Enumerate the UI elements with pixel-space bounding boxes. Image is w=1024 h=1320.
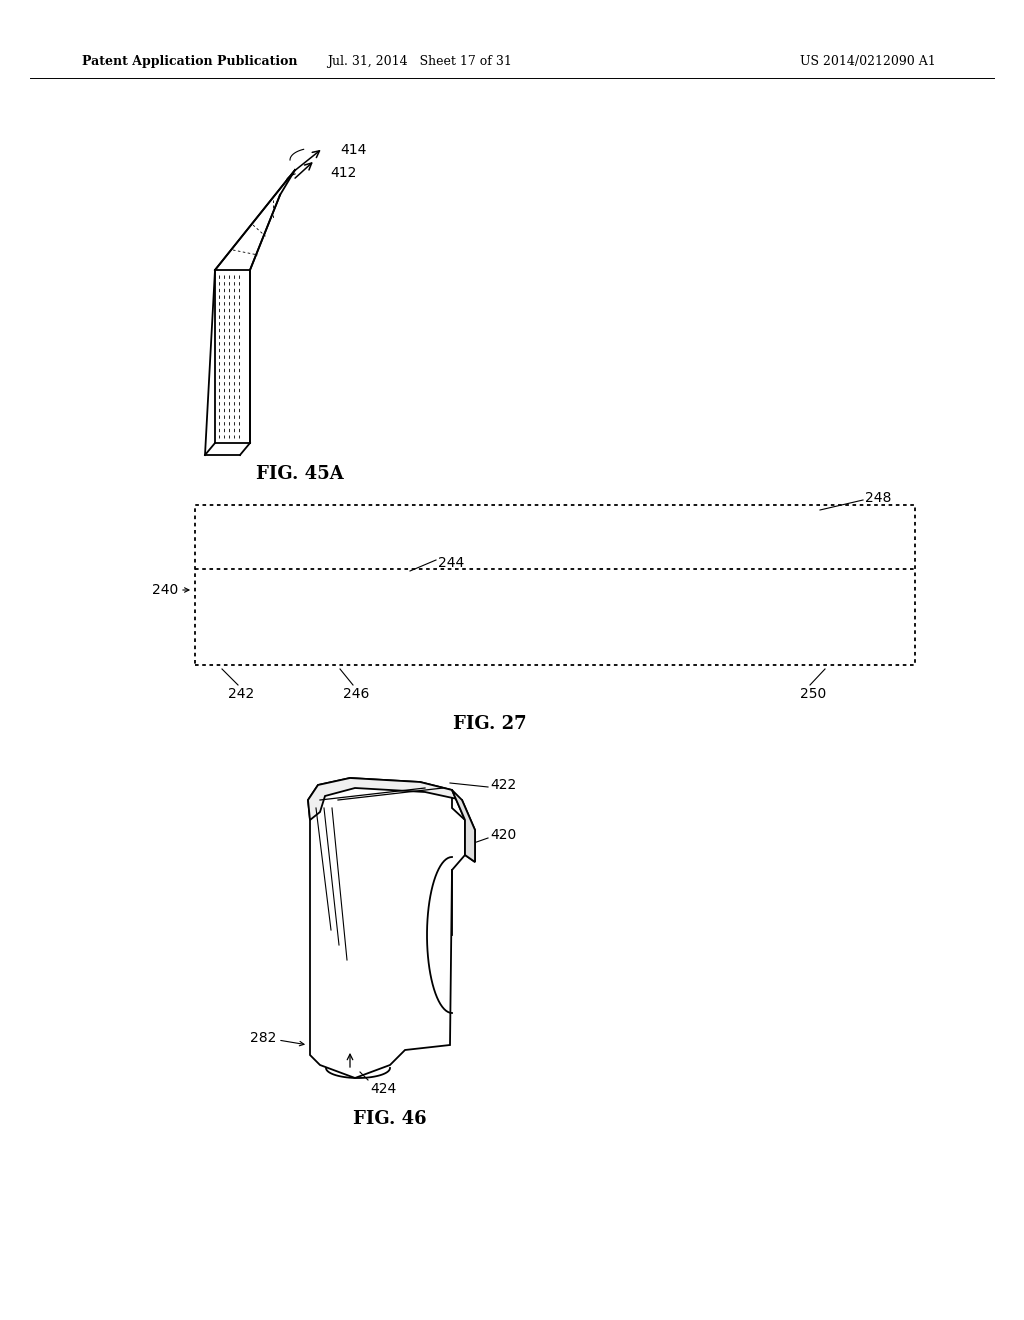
Text: 250: 250: [800, 686, 826, 701]
Text: US 2014/0212090 A1: US 2014/0212090 A1: [800, 55, 936, 69]
Text: 240: 240: [152, 583, 178, 597]
Bar: [195, 506, 915, 665]
Text: Jul. 31, 2014   Sheet 17 of 31: Jul. 31, 2014 Sheet 17 of 31: [328, 55, 512, 69]
Text: FIG. 46: FIG. 46: [353, 1110, 427, 1129]
Text: 412: 412: [330, 166, 356, 180]
Text: 246: 246: [343, 686, 370, 701]
Polygon shape: [308, 777, 475, 862]
Text: FIG. 45A: FIG. 45A: [256, 465, 344, 483]
Text: 414: 414: [340, 143, 367, 157]
Text: 248: 248: [865, 491, 891, 506]
Text: Patent Application Publication: Patent Application Publication: [82, 55, 298, 69]
Text: 282: 282: [250, 1031, 276, 1045]
Text: 424: 424: [370, 1082, 396, 1096]
Text: 420: 420: [490, 828, 516, 842]
Text: 422: 422: [490, 777, 516, 792]
Text: 242: 242: [228, 686, 254, 701]
Polygon shape: [308, 777, 465, 1078]
Text: 244: 244: [438, 556, 464, 570]
Polygon shape: [452, 789, 475, 862]
Text: FIG. 27: FIG. 27: [454, 715, 526, 733]
